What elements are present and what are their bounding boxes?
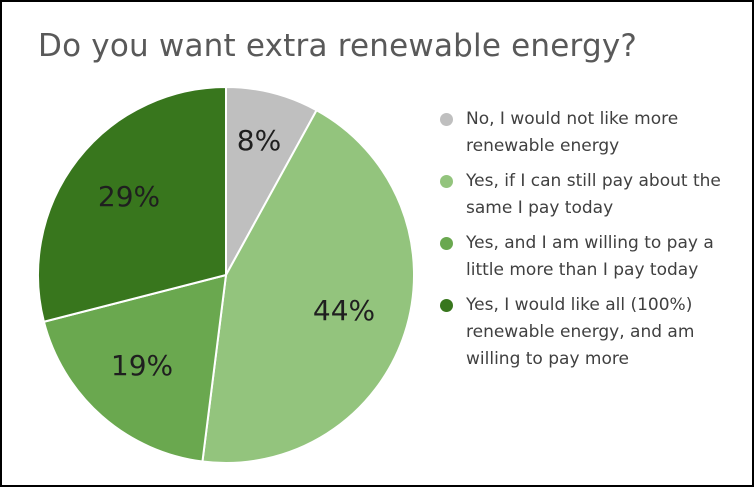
legend-swatch-icon (440, 299, 453, 312)
legend-item-3: Yes, and I am willing to pay a little mo… (440, 230, 740, 284)
legend-item-1: No, I would not like more renewable ener… (440, 106, 740, 160)
legend-label: No, I would not like more renewable ener… (466, 109, 679, 156)
legend-label: Yes, and I am willing to pay a little mo… (466, 233, 714, 280)
legend-swatch-icon (440, 113, 453, 126)
pie-slice-4 (37, 85, 227, 323)
legend: No, I would not like more renewable ener… (440, 106, 740, 381)
pie-slice-1 (225, 85, 318, 276)
pie-slice-3 (42, 273, 228, 463)
legend-item-2: Yes, if I can still pay about the same I… (440, 168, 740, 222)
pie-slice-2 (201, 108, 415, 465)
legend-swatch-icon (440, 237, 453, 250)
slice-value-label-1: 8% (237, 124, 281, 157)
legend-label: Yes, if I can still pay about the same I… (466, 171, 721, 218)
chart-title: Do you want extra renewable energy? (38, 28, 638, 64)
slice-value-label-3: 19% (111, 349, 173, 382)
slice-value-label-2: 44% (313, 294, 375, 327)
slice-value-label-4: 29% (98, 180, 160, 213)
legend-swatch-icon (440, 175, 453, 188)
legend-label: Yes, I would like all (100%) renewable e… (466, 295, 695, 369)
legend-item-4: Yes, I would like all (100%) renewable e… (440, 292, 740, 373)
